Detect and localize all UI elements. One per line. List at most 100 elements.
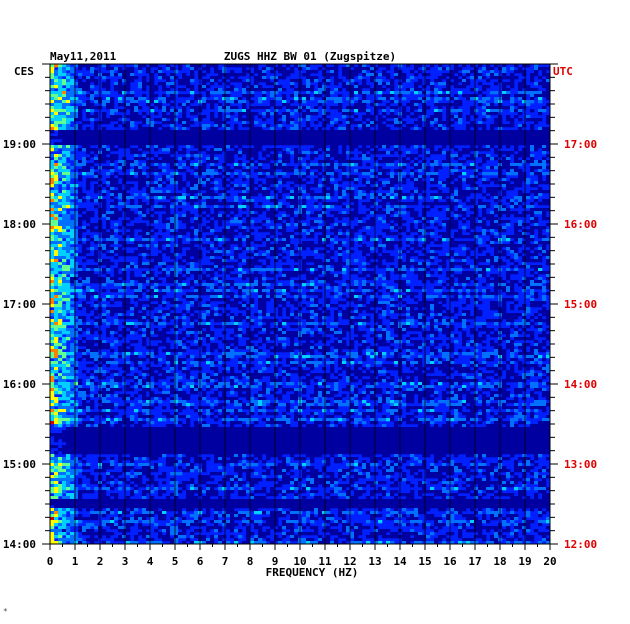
heatmap-cell [314, 94, 319, 98]
heatmap-cell [94, 160, 99, 164]
heatmap-cell [266, 160, 271, 164]
heatmap-cell [54, 100, 59, 104]
heatmap-cell [150, 97, 155, 101]
heatmap-cell [234, 196, 239, 200]
heatmap-cell [138, 175, 143, 179]
heatmap-cell [330, 127, 335, 131]
heatmap-cell [114, 214, 119, 218]
heatmap-cell [502, 226, 507, 230]
heatmap-cell [262, 175, 267, 179]
heatmap-cell [190, 199, 195, 203]
heatmap-cell [250, 151, 255, 155]
heatmap-cell [414, 211, 419, 215]
heatmap-cell [86, 211, 91, 215]
heatmap-cell [238, 130, 243, 134]
heatmap-cell [514, 115, 519, 119]
heatmap-cell [514, 244, 519, 248]
heatmap-cell [326, 82, 331, 86]
heatmap-cell [530, 229, 535, 233]
heatmap-cell [350, 130, 355, 134]
heatmap-cell [390, 187, 395, 191]
heatmap-cell [434, 181, 439, 185]
heatmap-cell [106, 235, 111, 239]
heatmap-cell [254, 133, 259, 137]
heatmap-cell [482, 178, 487, 182]
heatmap-cell [334, 82, 339, 86]
heatmap-cell [378, 91, 383, 95]
heatmap-cell [302, 172, 307, 176]
heatmap-cell [54, 124, 59, 128]
heatmap-cell [62, 211, 67, 215]
heatmap-cell [346, 106, 351, 110]
heatmap-cell [370, 79, 375, 83]
heatmap-cell [378, 172, 383, 176]
heatmap-cell [178, 208, 183, 212]
heatmap-cell [446, 79, 451, 83]
heatmap-cell [50, 262, 55, 266]
heatmap-cell [430, 196, 435, 200]
heatmap-cell [210, 229, 215, 233]
heatmap-cell [494, 64, 499, 68]
heatmap-cell [418, 148, 423, 152]
heatmap-cell [538, 133, 543, 137]
heatmap-cell [70, 76, 75, 80]
heatmap-cell [450, 190, 455, 194]
heatmap-cell [202, 139, 207, 143]
heatmap-cell [230, 214, 235, 218]
heatmap-cell [234, 136, 239, 140]
heatmap-cell [466, 151, 471, 155]
heatmap-cell [186, 250, 191, 254]
heatmap-cell [370, 121, 375, 125]
heatmap-cell [126, 262, 131, 266]
heatmap-cell [378, 151, 383, 155]
heatmap-cell [294, 205, 299, 209]
heatmap-cell [514, 136, 519, 140]
heatmap-cell [66, 91, 71, 95]
heatmap-cell [214, 136, 219, 140]
heatmap-cell [294, 109, 299, 113]
heatmap-cell [78, 229, 83, 233]
heatmap-cell [406, 103, 411, 107]
heatmap-cell [458, 85, 463, 89]
heatmap-cell [310, 130, 315, 134]
heatmap-cell [262, 73, 267, 77]
heatmap-cell [238, 97, 243, 101]
heatmap-cell [50, 181, 55, 185]
heatmap-cell [542, 238, 547, 242]
heatmap-cell [434, 124, 439, 128]
heatmap-cell [118, 187, 123, 191]
heatmap-cell [282, 115, 287, 119]
heatmap-cell [106, 118, 111, 122]
heatmap-cell [350, 145, 355, 149]
heatmap-cell [146, 67, 151, 71]
heatmap-cell [422, 136, 427, 140]
heatmap-cell [154, 229, 159, 233]
heatmap-cell [510, 211, 515, 215]
heatmap-cell [386, 97, 391, 101]
heatmap-cell [342, 178, 347, 182]
heatmap-cell [462, 136, 467, 140]
heatmap-cell [502, 130, 507, 134]
heatmap-cell [438, 208, 443, 212]
heatmap-cell [142, 235, 147, 239]
heatmap-cell [418, 178, 423, 182]
heatmap-cell [222, 178, 227, 182]
heatmap-cell [162, 208, 167, 212]
heatmap-cell [118, 133, 123, 137]
heatmap-cell [142, 172, 147, 176]
heatmap-cell [122, 169, 127, 173]
heatmap-cell [202, 193, 207, 197]
heatmap-cell [494, 124, 499, 128]
heatmap-cell [494, 130, 499, 134]
heatmap-cell [138, 262, 143, 266]
heatmap-cell [538, 166, 543, 170]
heatmap-cell [326, 223, 331, 227]
heatmap-cell [78, 169, 83, 173]
heatmap-cell [102, 121, 107, 125]
heatmap-cell [278, 250, 283, 254]
heatmap-cell [90, 136, 95, 140]
heatmap-cell [138, 226, 143, 230]
heatmap-cell [234, 76, 239, 80]
heatmap-cell [190, 178, 195, 182]
heatmap-cell [454, 253, 459, 257]
